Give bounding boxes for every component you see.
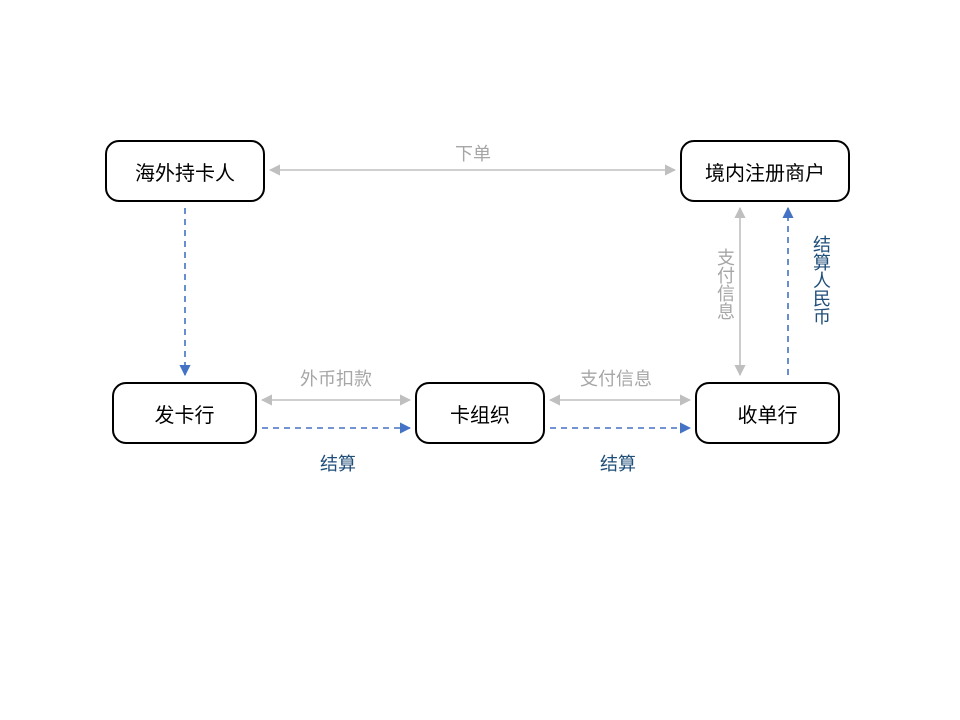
- node-label: 境内注册商户: [705, 157, 825, 186]
- node-merchant: 境内注册商户: [680, 140, 850, 202]
- edge-label-payinfo_h: 支付信息: [580, 365, 652, 391]
- node-label: 收单行: [738, 399, 798, 428]
- node-label: 海外持卡人: [135, 157, 235, 186]
- edge-label-fx_debit: 外币扣款: [300, 365, 372, 391]
- edge-label-settle2: 结算: [600, 450, 636, 476]
- node-label: 卡组织: [450, 399, 510, 428]
- edge-label-settle1: 结算: [320, 450, 356, 476]
- node-acquirer: 收单行: [695, 382, 840, 444]
- edges-layer: [0, 0, 960, 720]
- node-issuer: 发卡行: [112, 382, 257, 444]
- edge-label-order: 下单: [455, 140, 491, 166]
- diagram-canvas: 海外持卡人 境内注册商户 发卡行 卡组织 收单行 下单外币扣款结算 支付信息结算 支…: [0, 0, 960, 720]
- edge-label-settle_rmb: 结算人民币: [808, 235, 834, 325]
- node-scheme: 卡组织: [415, 382, 545, 444]
- edge-label-payinfo_v: 支付信息: [712, 248, 738, 320]
- node-label: 发卡行: [155, 399, 215, 428]
- node-cardholder: 海外持卡人: [105, 140, 265, 202]
